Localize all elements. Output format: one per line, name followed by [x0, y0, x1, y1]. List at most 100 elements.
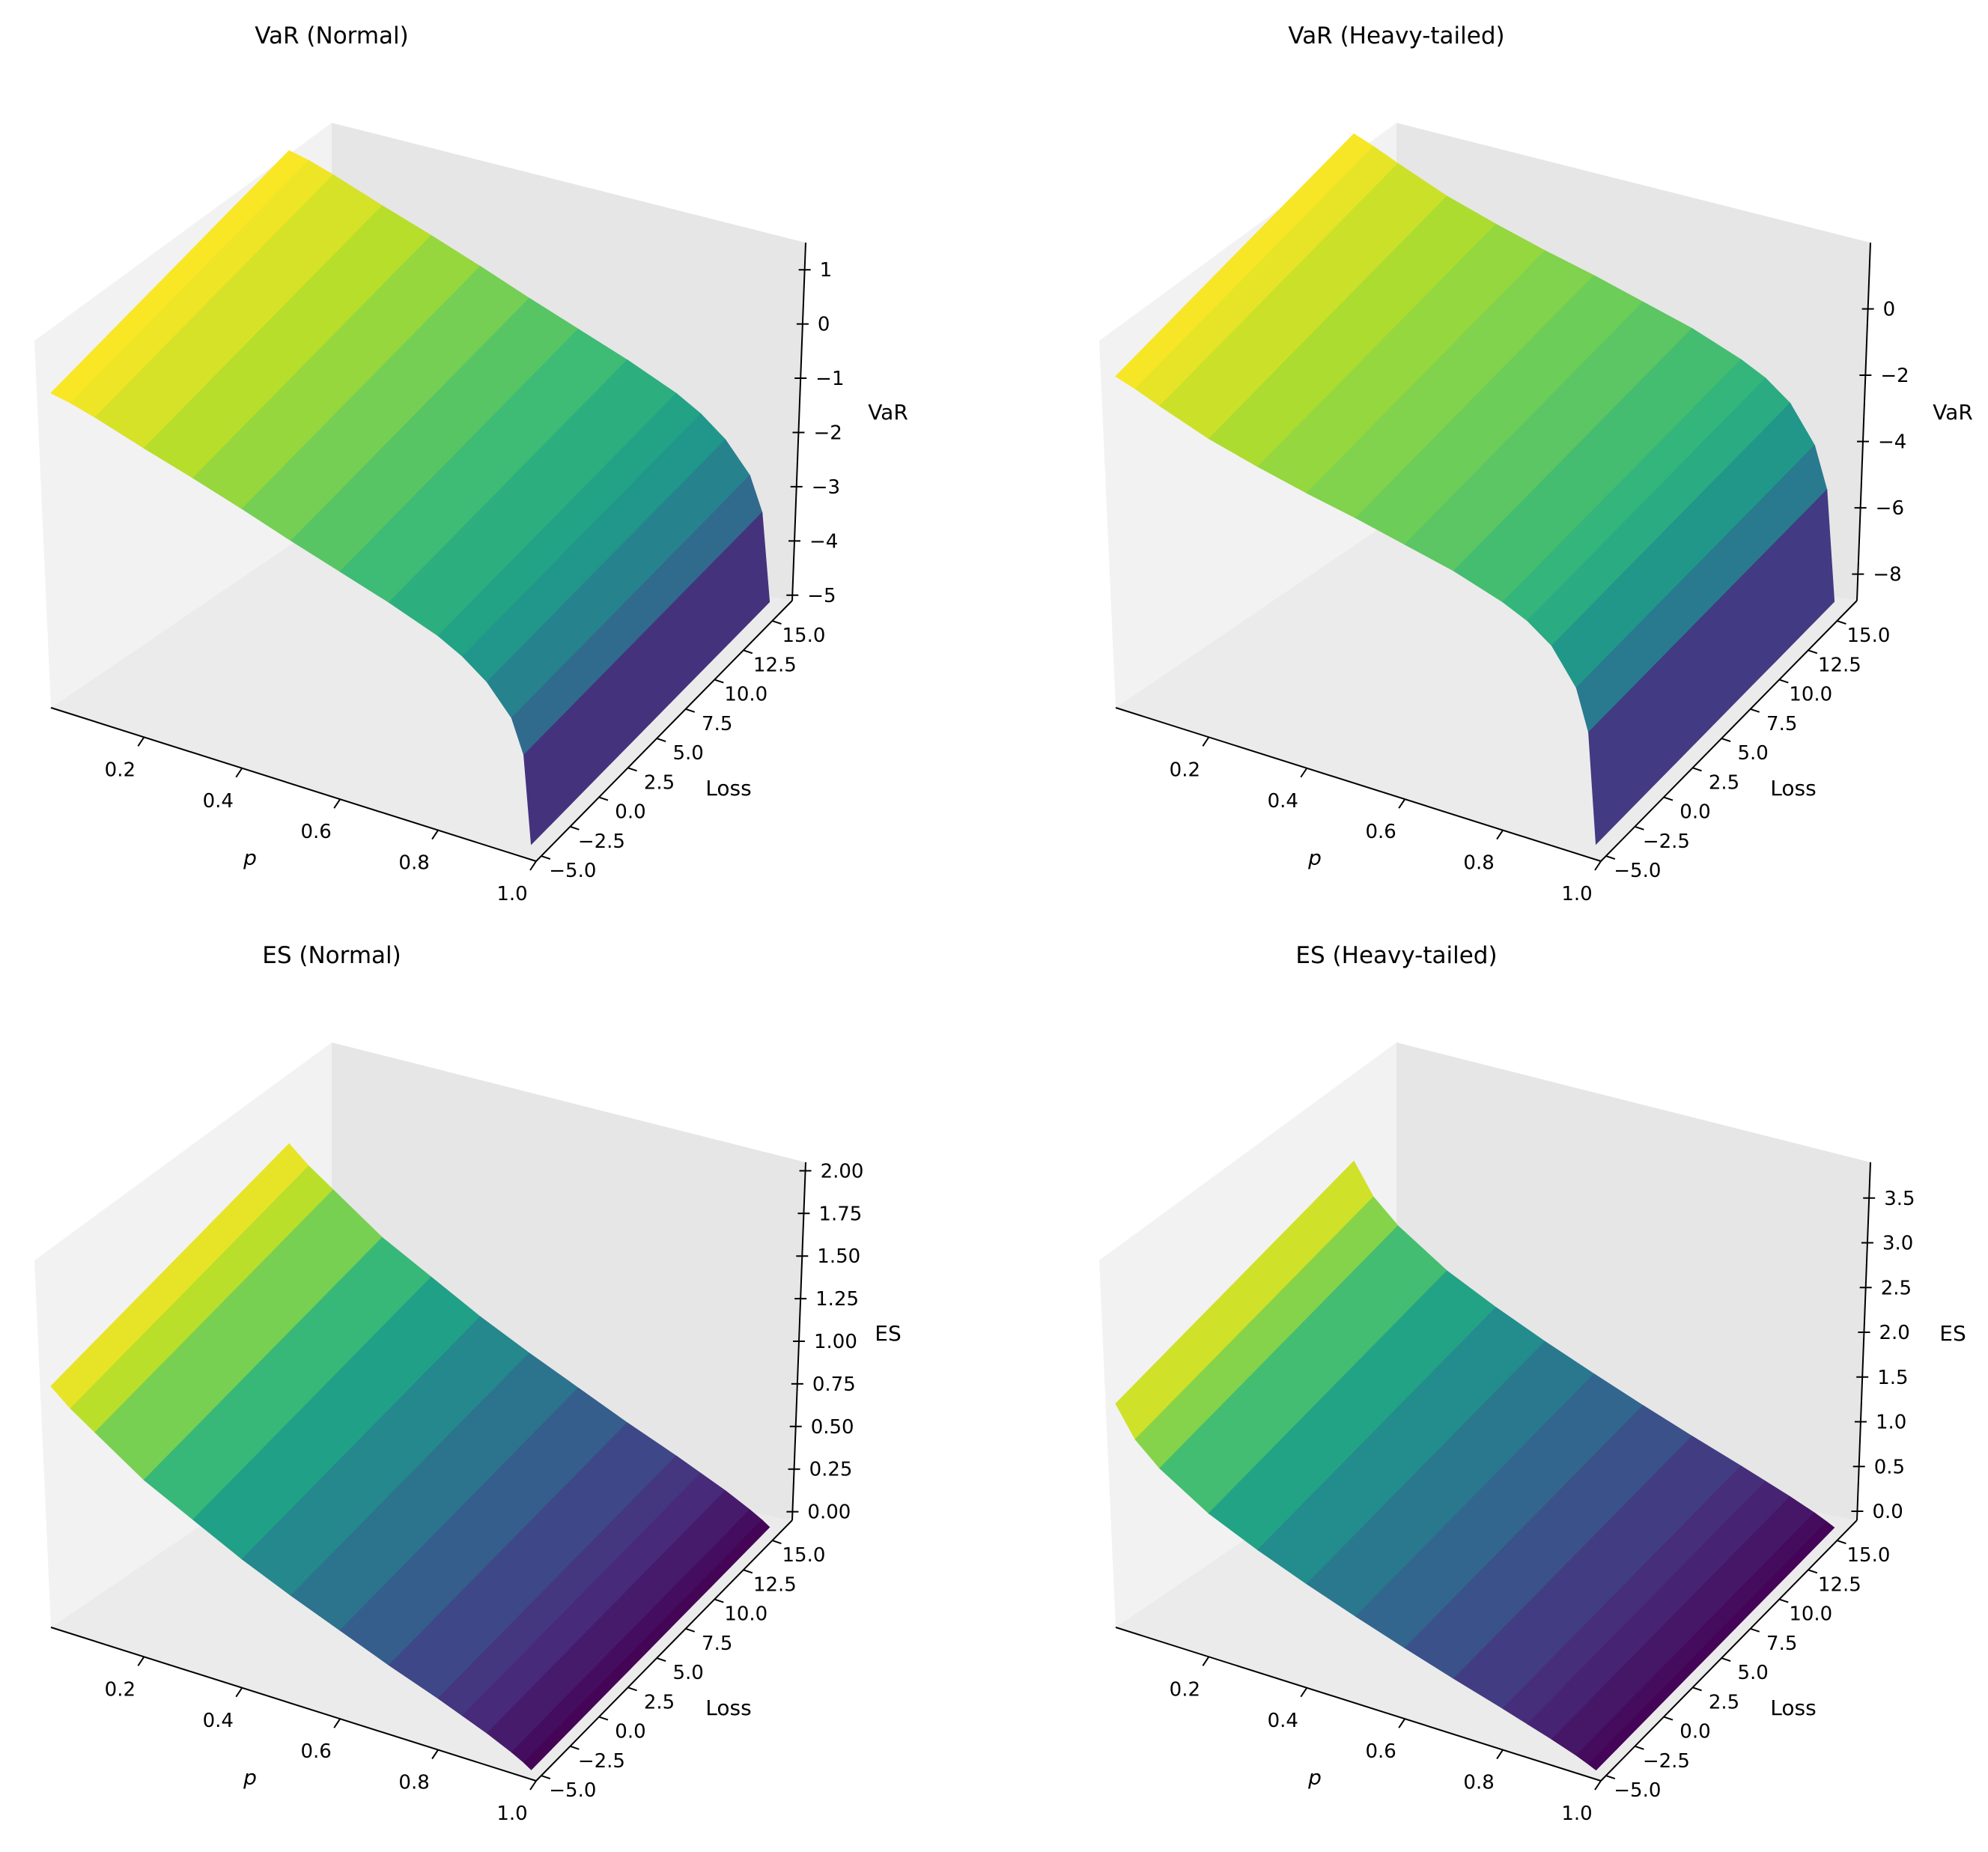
- loss-tick-label: −5.0: [1614, 860, 1661, 882]
- p-tick-label: 0.4: [203, 790, 234, 813]
- z-axis-line: [1856, 1162, 1871, 1521]
- loss-tick-label: 12.5: [1818, 654, 1861, 676]
- loss-tick-label: 5.0: [672, 742, 703, 765]
- loss-tick-label: 0.0: [1680, 801, 1710, 824]
- loss-tick-mark: [1721, 1657, 1731, 1662]
- panel-es-normal: ES (Normal) 0.2 0.4 0.6 0.8 1.0 p −5.0 −2.5 0.0 2.…: [34, 942, 902, 1825]
- loss-axis-label: Loss: [1770, 776, 1816, 801]
- p-tick-mark: [1300, 768, 1308, 778]
- loss-tick-label: −5.0: [549, 860, 596, 882]
- z-axis-label: ES: [1939, 1321, 1966, 1346]
- loss-tick-label: 15.0: [1846, 625, 1890, 647]
- p-tick-label: 0.2: [105, 1678, 136, 1701]
- z-axis-label: VaR: [868, 400, 908, 425]
- loss-tick-mark: [1692, 1686, 1702, 1692]
- loss-tick-mark: [1605, 1775, 1616, 1779]
- panel-var-normal: VaR (Normal) 0.2 0.4 0.6 0.8 1.0 p −5.0 −2.5 0.0 2…: [34, 22, 908, 905]
- loss-tick-mark: [627, 767, 637, 772]
- loss-tick-label: 10.0: [1789, 684, 1832, 706]
- p-tick-label: 1.0: [496, 883, 527, 905]
- p-axis-label: p: [1307, 845, 1322, 870]
- loss-tick-mark: [743, 1569, 753, 1574]
- loss-tick-label: 15.0: [782, 625, 825, 647]
- loss-tick-mark: [685, 708, 696, 713]
- p-tick-mark: [333, 798, 341, 809]
- p-tick-mark: [1594, 860, 1602, 871]
- loss-tick-label: 12.5: [753, 654, 797, 676]
- p-tick-mark: [235, 1687, 243, 1698]
- surface: [1115, 1160, 1835, 1771]
- z-tick-label: −3: [812, 476, 840, 499]
- loss-axis-label: Loss: [705, 776, 751, 801]
- z-tick-label: 2.5: [1881, 1277, 1912, 1299]
- loss-tick-mark: [1721, 738, 1731, 742]
- loss-tick-mark: [1692, 767, 1702, 772]
- loss-tick-label: 7.5: [702, 1633, 732, 1655]
- loss-tick-mark: [541, 855, 551, 860]
- loss-tick-label: 2.5: [644, 771, 675, 794]
- p-axis-line: [1115, 707, 1602, 862]
- p-tick-label: 0.2: [1170, 759, 1200, 781]
- loss-tick-label: 2.5: [1709, 771, 1739, 794]
- loss-tick-label: −2.5: [578, 831, 625, 853]
- p-tick-label: 0.6: [301, 1740, 332, 1763]
- p-tick-label: 0.8: [398, 852, 429, 875]
- loss-tick-mark: [627, 1686, 637, 1692]
- loss-tick-mark: [1635, 825, 1644, 831]
- p-tick-label: 0.2: [105, 759, 136, 781]
- loss-tick-mark: [656, 738, 666, 742]
- loss-tick-label: −5.0: [1614, 1779, 1661, 1802]
- z-tick-label: −1: [815, 368, 844, 390]
- p-tick-label: 0.4: [1268, 790, 1298, 813]
- p-tick-mark: [1202, 1656, 1210, 1666]
- p-tick-label: 0.6: [1366, 1740, 1396, 1763]
- loss-axis-line: [535, 1519, 793, 1782]
- chart-title: ES (Normal): [262, 942, 401, 969]
- loss-tick-mark: [1778, 1598, 1789, 1603]
- panel-var-heavy-tailed: VaR (Heavy-tailed) 0.2 0.4 0.6 0.8 1.0 p −5.0 −2…: [1099, 22, 1973, 905]
- loss-tick-label: 15.0: [782, 1544, 825, 1567]
- z-tick-label: 2.0: [1879, 1322, 1909, 1344]
- surface-patch: [1588, 711, 1617, 845]
- p-tick-label: 0.4: [1268, 1710, 1298, 1732]
- z-tick-label: −8: [1873, 564, 1901, 586]
- loss-tick-mark: [1808, 649, 1818, 655]
- z-tick-label: −5: [807, 585, 836, 607]
- loss-tick-mark: [772, 620, 782, 625]
- loss-tick-mark: [598, 796, 609, 801]
- z-tick-label: 0.25: [809, 1459, 853, 1481]
- z-tick-label: 1: [820, 259, 833, 282]
- z-tick-label: 0.50: [811, 1416, 854, 1439]
- loss-tick-label: 10.0: [724, 1603, 767, 1626]
- z-tick-label: −2: [813, 422, 842, 444]
- loss-tick-mark: [1605, 855, 1616, 860]
- p-tick-label: 1.0: [1561, 1803, 1592, 1825]
- z-tick-label: 1.50: [817, 1245, 860, 1268]
- loss-tick-label: −5.0: [549, 1779, 596, 1802]
- z-tick-label: 2.00: [821, 1160, 864, 1182]
- loss-tick-mark: [1837, 1540, 1846, 1544]
- z-tick-label: 0.5: [1874, 1456, 1905, 1478]
- loss-tick-label: 10.0: [724, 684, 767, 706]
- loss-tick-label: 7.5: [1766, 1633, 1797, 1655]
- p-axis-label: p: [243, 845, 257, 870]
- loss-tick-label: 12.5: [753, 1573, 797, 1596]
- loss-tick-mark: [598, 1716, 609, 1721]
- loss-tick-mark: [1635, 1745, 1644, 1750]
- z-tick-label: 0: [1883, 299, 1896, 321]
- p-tick-label: 0.8: [1463, 852, 1494, 875]
- p-axis-line: [50, 707, 537, 862]
- z-axis-line: [1856, 242, 1871, 601]
- p-tick-label: 0.8: [1463, 1772, 1494, 1794]
- loss-tick-label: 15.0: [1846, 1544, 1890, 1567]
- loss-tick-mark: [570, 825, 580, 831]
- z-tick-label: 3.0: [1882, 1233, 1913, 1255]
- loss-tick-label: 5.0: [672, 1662, 703, 1684]
- p-tick-label: 0.8: [398, 1772, 429, 1794]
- p-tick-mark: [529, 1780, 537, 1791]
- z-tick-label: 1.25: [815, 1288, 859, 1311]
- loss-tick-mark: [772, 1540, 782, 1544]
- panel-es-heavy-tailed: ES (Heavy-tailed) 0.2 0.4 0.6 0.8 1.0 p −5.0 −2.…: [1099, 942, 1966, 1825]
- p-tick-mark: [529, 860, 537, 871]
- p-tick-mark: [1496, 830, 1504, 840]
